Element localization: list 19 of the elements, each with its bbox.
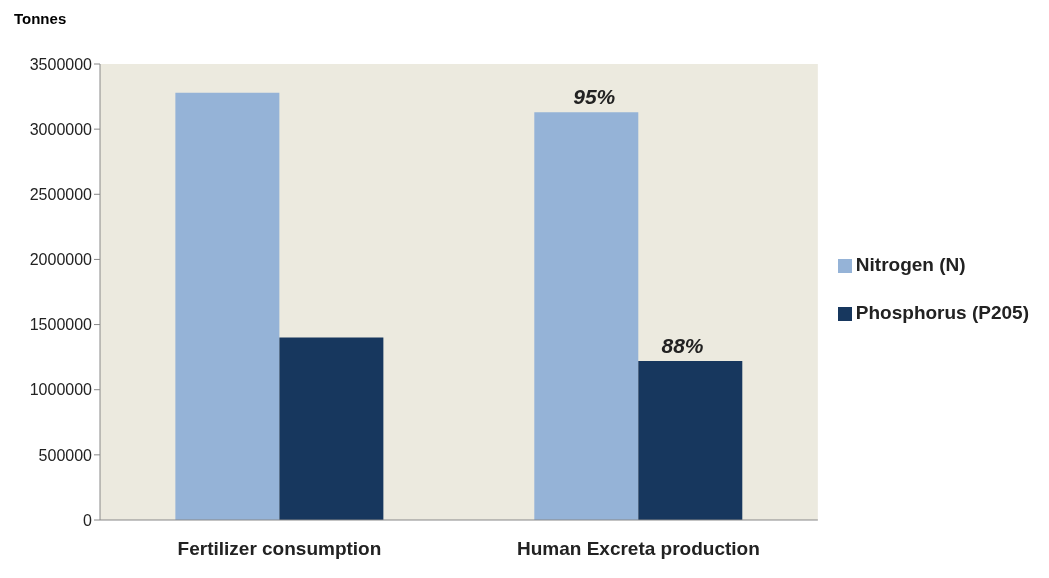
annotation: 95% [573,85,616,109]
legend-label: Phosphorus (P205) [855,302,1029,323]
y-tick-label: 0 [83,511,93,529]
bar [175,92,280,520]
bar [534,112,639,520]
x-tick-label: Fertilizer consumption [177,538,382,560]
y-tick-label: 1000000 [29,381,93,399]
y-tick-label: 1500000 [29,316,93,334]
y-tick-label: 3500000 [29,55,93,73]
y-axis-title: Tonnes [14,10,67,27]
y-tick-label: 500000 [38,446,93,464]
x-tick-label: Human Excreta production [516,538,760,560]
bar [638,361,743,520]
y-tick-label: 2000000 [29,251,93,269]
y-tick-label: 2500000 [29,185,93,203]
y-tick-label: 3000000 [29,120,93,138]
bar [279,337,384,520]
annotation: 88% [661,334,704,358]
legend-label: Nitrogen (N) [855,254,966,275]
